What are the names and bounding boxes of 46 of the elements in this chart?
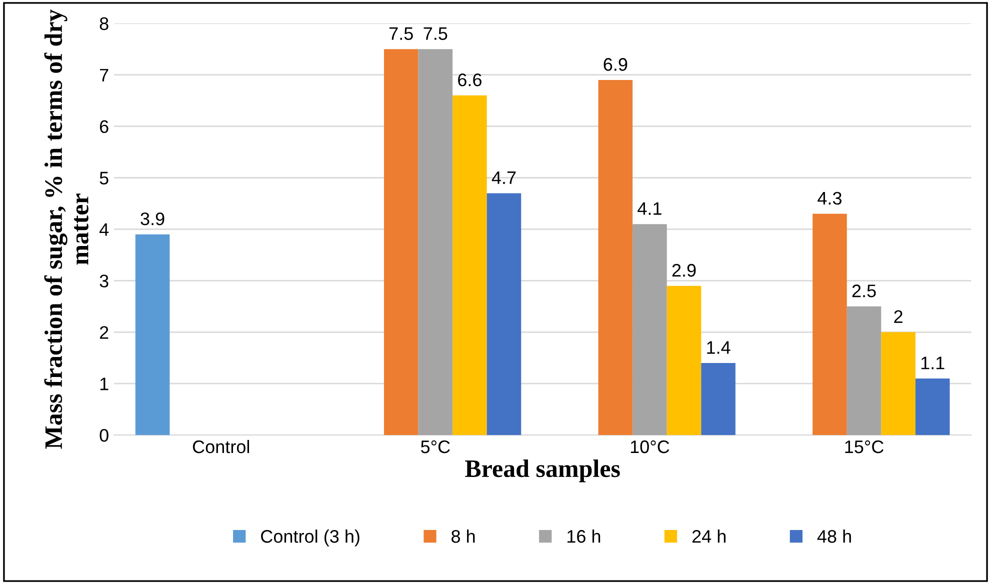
bar <box>418 49 453 436</box>
data-label: 1.1 <box>921 356 944 370</box>
legend-label: 24 h <box>692 530 726 543</box>
y-tick-label: 1 <box>100 378 108 390</box>
y-axis-title: Mass fraction of sugar, % in terms of dry matter <box>44 9 88 449</box>
data-label: 7.5 <box>424 27 448 40</box>
y-tick-label: 2 <box>100 326 108 339</box>
data-label: 7.5 <box>390 27 413 40</box>
bar <box>632 224 667 436</box>
data-label: 4.7 <box>492 171 516 184</box>
x-tick-label: 5°C <box>420 440 450 454</box>
legend-label: 16 h <box>568 530 600 543</box>
legend-label: 8 h <box>452 530 475 543</box>
y-tick-label: 3 <box>100 274 108 288</box>
bar <box>384 49 418 436</box>
y-tick-label: 0 <box>100 429 108 442</box>
bar <box>881 332 916 436</box>
y-tick-label: 6 <box>100 120 108 134</box>
bar <box>666 286 702 436</box>
legend-label: 48 h <box>817 530 851 543</box>
data-label: 3.9 <box>140 212 164 226</box>
data-label: 2.9 <box>672 264 696 277</box>
data-label: 2 <box>894 310 902 323</box>
data-label: 6.9 <box>604 58 628 71</box>
bar <box>812 214 847 436</box>
y-tick-label: 4 <box>99 223 109 236</box>
data-label: 4.1 <box>638 202 662 215</box>
data-label: 2.5 <box>852 284 876 298</box>
data-label: 6.6 <box>458 74 482 86</box>
bar <box>846 306 882 436</box>
bar <box>135 234 170 436</box>
y-tick-label: 5 <box>100 172 108 184</box>
data-label: 1.4 <box>707 341 730 354</box>
y-tick-label: 7 <box>100 68 108 82</box>
x-tick-label: 10°C <box>630 440 670 454</box>
bar <box>598 80 633 436</box>
bar <box>486 193 522 436</box>
x-tick-label: 15°C <box>845 440 884 454</box>
bar <box>701 363 736 436</box>
x-tick-label: Control <box>192 440 250 454</box>
bar <box>452 95 487 436</box>
legend-label: Control (3 h) <box>261 530 360 546</box>
data-label: 4.3 <box>818 192 842 205</box>
x-axis-title: Bread samples <box>465 460 620 482</box>
bar <box>915 378 950 436</box>
y-tick-label: 8 <box>100 17 108 30</box>
